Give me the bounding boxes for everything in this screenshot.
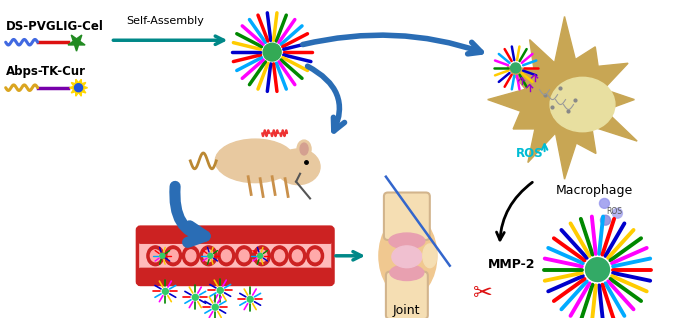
Text: ROS: ROS (516, 147, 544, 160)
Ellipse shape (203, 250, 214, 262)
Circle shape (217, 287, 223, 293)
Ellipse shape (218, 246, 235, 266)
Ellipse shape (254, 246, 271, 266)
Ellipse shape (147, 246, 164, 266)
Ellipse shape (257, 250, 267, 262)
Ellipse shape (165, 246, 182, 266)
FancyArrowPatch shape (308, 66, 344, 131)
Ellipse shape (292, 250, 302, 262)
Ellipse shape (151, 250, 161, 262)
Circle shape (75, 84, 83, 92)
Circle shape (193, 294, 198, 300)
Circle shape (511, 63, 521, 73)
Circle shape (612, 208, 622, 218)
Polygon shape (70, 79, 87, 96)
FancyBboxPatch shape (386, 272, 428, 319)
Circle shape (207, 253, 213, 258)
Ellipse shape (392, 246, 422, 268)
Ellipse shape (235, 246, 253, 266)
Ellipse shape (182, 246, 199, 266)
Text: Abps-TK-Cur: Abps-TK-Cur (5, 65, 85, 78)
Ellipse shape (379, 214, 437, 298)
Ellipse shape (239, 250, 249, 262)
FancyArrowPatch shape (175, 187, 205, 242)
Ellipse shape (310, 250, 320, 262)
FancyArrowPatch shape (303, 35, 481, 54)
Ellipse shape (200, 246, 217, 266)
FancyBboxPatch shape (384, 193, 430, 240)
Polygon shape (68, 35, 85, 51)
Ellipse shape (221, 250, 231, 262)
Ellipse shape (300, 143, 308, 155)
Circle shape (263, 43, 281, 61)
Ellipse shape (306, 246, 323, 266)
Circle shape (599, 198, 610, 208)
Circle shape (212, 304, 218, 310)
Circle shape (162, 289, 168, 294)
Ellipse shape (423, 244, 437, 268)
Ellipse shape (275, 250, 285, 262)
FancyBboxPatch shape (138, 268, 332, 283)
Ellipse shape (276, 149, 320, 185)
Text: DS-PVGLIG-Cel: DS-PVGLIG-Cel (5, 21, 104, 33)
Circle shape (601, 215, 610, 225)
Text: Joint: Joint (393, 304, 420, 317)
FancyBboxPatch shape (138, 227, 333, 284)
Circle shape (160, 253, 165, 258)
Ellipse shape (389, 233, 425, 249)
Circle shape (247, 296, 253, 302)
Text: ROS: ROS (606, 207, 622, 216)
Ellipse shape (390, 265, 424, 281)
Ellipse shape (289, 246, 306, 266)
FancyBboxPatch shape (138, 228, 332, 244)
Ellipse shape (168, 250, 178, 262)
Text: MMP-2: MMP-2 (487, 258, 535, 271)
Ellipse shape (271, 246, 288, 266)
Ellipse shape (186, 250, 196, 262)
Circle shape (586, 258, 610, 282)
Text: Self-Assembly: Self-Assembly (126, 16, 204, 26)
Text: ✂: ✂ (473, 282, 493, 306)
Text: Macrophage: Macrophage (556, 184, 633, 197)
Polygon shape (487, 16, 637, 179)
Circle shape (258, 253, 262, 258)
Ellipse shape (550, 77, 615, 132)
Ellipse shape (297, 140, 311, 158)
Ellipse shape (215, 139, 295, 183)
